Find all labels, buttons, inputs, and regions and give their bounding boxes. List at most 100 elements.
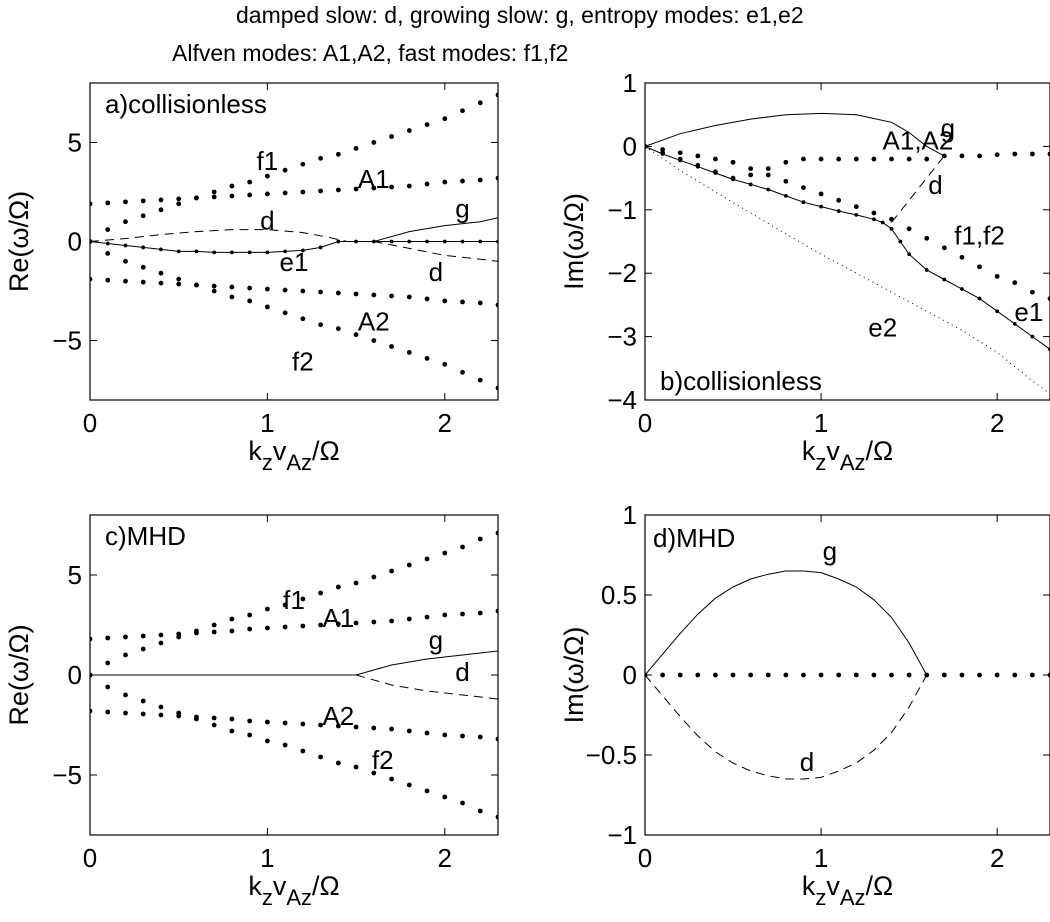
y-tick-label: 0.5 [601,580,637,610]
series-point-f1 [371,140,377,145]
series-point-f2 [495,814,498,820]
y-tick-label: 1 [623,68,637,98]
x-axis-label: kzvAz/Ω [248,436,339,475]
series-point-f2 [389,344,394,349]
series-point-a1 [371,619,377,625]
series-point-a1 [495,608,498,614]
series-point-zero [730,672,736,678]
series-point-f1-f2 [941,245,947,251]
x-tick-label: 0 [638,408,652,438]
series-point-a1 [495,175,498,181]
series-point-e1 [265,250,270,255]
y-tick-label: −0.5 [586,740,637,770]
series-point-f2 [247,298,253,304]
series-line-d [645,674,928,780]
series-point-f2 [247,732,253,738]
series-point-a2 [140,711,146,717]
series-point-a2 [495,736,498,742]
series-point-f1-f2 [801,185,806,191]
series-point-zero [889,672,894,678]
series-point-a1-a2 [959,153,965,159]
series-point-f1 [123,652,128,658]
series-point-f2 [389,776,394,782]
series-point-a1 [442,179,448,185]
series-point-f1 [264,173,270,179]
series-point-a2 [123,278,128,284]
series-point-e1 [90,239,92,244]
series-point-a1-a2 [836,156,842,162]
series-point-f2 [282,742,288,748]
annotation-label: g [429,625,443,655]
series-point-a1-a2 [818,156,824,162]
series-point-a2 [211,715,217,721]
series-point-e1 [123,243,128,248]
series-point-f1-f2 [695,153,701,159]
annotation-label: e1 [1014,297,1043,327]
x-axis-label: kzvAz/Ω [802,871,893,910]
annotation-label: f2 [292,346,314,376]
series-point-e1 [678,158,683,163]
series-point-a2 [353,291,359,297]
series-point-f2 [229,728,235,734]
series-point-f1 [247,612,253,618]
series-point-f1 [477,100,483,106]
series-point-f1 [424,122,430,128]
series-point-e1 [159,247,163,252]
series-point-a1 [406,183,412,189]
series-point-a2 [300,288,306,294]
series-point-f1 [318,590,324,596]
series-point-a2 [318,289,324,295]
series-point-zero [853,672,859,678]
series-point-a1 [194,630,199,636]
panel-title: a)collisionless [105,89,267,119]
series-point-zero [713,672,718,678]
series-point-f1 [389,134,394,139]
chart-panel-b: 0 1 2 −4 −3 −2 −1 0 1 gA1,A2 d f1,f2 e1 e2 b)collision… [559,68,1050,475]
series-point-a2 [318,722,324,728]
y-axis-label: Im(ω/Ω) [559,193,589,290]
annotation-label: d [455,657,469,687]
series-line-g [90,650,498,676]
series-point-zero [977,672,982,678]
series-line-g [338,217,498,242]
series-point-zero [783,672,789,678]
series-line-e1 [645,145,1050,350]
series-point-f2 [318,322,324,328]
series-point-f2 [140,698,146,704]
series-point-zero [924,672,930,678]
series-point-e1 [889,226,894,231]
series-point-a1-a2 [871,156,877,162]
x-tick-label: 0 [83,408,97,438]
series-point-f1-f2 [889,216,894,222]
series-point-f2 [495,385,498,391]
series-point-a1 [353,186,359,192]
series-point-a2 [123,710,128,716]
series-point-f2 [353,764,359,770]
series-point-a1 [424,614,430,620]
series-point-f1 [105,227,111,233]
series-point-f2 [477,377,483,383]
series-point-a1-a2 [853,156,859,162]
series-point-a1 [318,188,324,194]
x-tick-label: 1 [814,843,828,873]
series-point-f1 [123,219,128,225]
annotation-label: g [823,536,837,566]
series-point-a2 [424,730,430,736]
series-point-a2 [229,284,235,290]
series-point-e1 [645,144,647,149]
series-point-e1 [731,177,735,182]
series-point-f2 [140,264,146,270]
series-point-e1 [713,171,718,175]
series-point-zero [660,672,666,678]
series-point-e1 [407,239,412,244]
series-point-e1 [660,152,665,156]
series-point-a2 [442,298,448,304]
series-point-a1 [229,628,235,634]
series-point-f2 [229,294,235,300]
series-point-zero [695,672,701,678]
x-axis-label: kzvAz/Ω [248,871,339,910]
annotation-label: A2 [358,307,390,337]
series-point-a1 [477,610,483,616]
series-point-f1 [460,108,465,114]
series-point-a1 [158,197,164,203]
